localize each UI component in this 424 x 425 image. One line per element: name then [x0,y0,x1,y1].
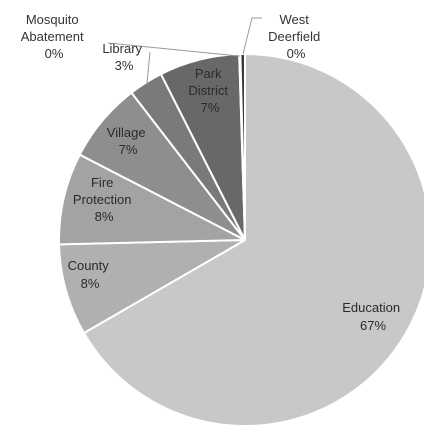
pie-slice-county [58,239,246,335]
slice-label-mosquito-abatement: Mosquito Abatement 0% [21,12,88,61]
slice-label-library: Library 3% [102,41,145,73]
pie-slices [58,52,424,425]
slice-name-fire-protection-line1: Fire [91,175,113,190]
slice-label-village: Village 7% [107,125,149,157]
slice-value-west-deerfield: 0% [287,46,306,61]
leader-line-mosquito-abatement [107,42,240,57]
slice-label-park-district: Park District 7% [188,66,231,115]
slice-name-mosquito-line1: Mosquito [26,12,79,27]
slice-value-library: 3% [115,58,134,73]
slice-value-education: 67% [360,318,386,333]
slice-name-park-district-line1: Park [195,66,222,81]
slice-value-county: 8% [81,276,100,291]
slice-label-fire-protection: Fire Protection 8% [73,175,135,224]
slice-label-west-deerfield: West Deerfield 0% [268,12,324,61]
pie-slice-education [82,52,424,425]
slice-name-library: Library [102,41,142,56]
slice-value-fire-protection: 8% [95,209,114,224]
leader-lines [107,17,262,85]
slice-name-education: Education [342,300,400,315]
slice-value-park-district: 7% [201,100,220,115]
leader-line-library [146,51,151,85]
pie-slice-fire-protection [58,153,246,246]
slice-name-county: County [68,258,110,273]
slice-name-park-district-line2: District [188,83,228,98]
slice-label-county: County 8% [68,258,113,291]
pie-slice-west-deerfield [239,52,246,241]
slice-name-village: Village [107,125,146,140]
slice-name-west-deerfield-line1: West [279,12,309,27]
slice-value-mosquito-abatement: 0% [45,46,64,61]
slice-name-fire-protection-line2: Protection [73,192,132,207]
leader-line-west-deerfield [242,17,262,55]
slice-name-mosquito-line2: Abatement [21,29,84,44]
slice-label-education: Education 67% [342,300,403,333]
slice-name-west-deerfield-line2: Deerfield [268,29,320,44]
slice-value-village: 7% [119,142,138,157]
